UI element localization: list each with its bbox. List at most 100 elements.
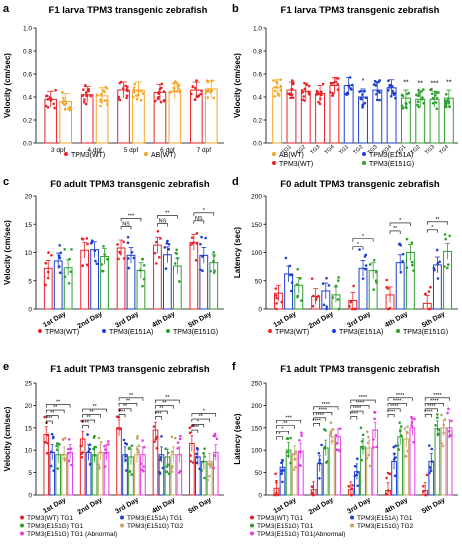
data-point — [443, 233, 447, 236]
data-point — [141, 92, 145, 95]
data-point — [337, 307, 341, 311]
y-tick-label: 0.2 — [253, 118, 262, 125]
data-point — [384, 492, 388, 496]
data-point — [200, 235, 203, 239]
data-point — [92, 436, 96, 439]
data-point — [152, 425, 156, 428]
data-point — [155, 240, 158, 244]
data-point — [85, 263, 89, 267]
data-point — [58, 265, 61, 268]
data-point — [447, 100, 451, 104]
data-point — [430, 447, 434, 451]
data-point — [438, 260, 441, 264]
legend-label: TPM3(WT) — [71, 152, 105, 159]
data-point — [207, 89, 210, 93]
data-point — [430, 87, 433, 91]
data-point — [69, 447, 73, 451]
legend-label: TPM3(E151A) — [339, 329, 383, 336]
data-point — [323, 447, 327, 450]
data-point — [355, 473, 358, 477]
x-tick-label: TG3 — [367, 144, 379, 156]
data-point — [280, 469, 283, 472]
y-tick-label: 100 — [251, 448, 262, 455]
data-point — [116, 243, 119, 246]
data-point — [157, 255, 161, 259]
legend-marker — [64, 152, 68, 156]
data-point — [93, 249, 97, 253]
data-point — [317, 100, 320, 104]
significance-label: * — [362, 234, 365, 240]
data-point — [302, 95, 306, 98]
data-point — [103, 448, 107, 451]
data-point — [299, 277, 302, 280]
significance-bracket — [193, 220, 205, 224]
data-point — [124, 455, 127, 458]
panel-title: F1 adult TPM3 transgenic zebrafish — [50, 364, 210, 375]
y-tick-label: 0.6 — [23, 72, 32, 79]
significance-label: **** — [315, 413, 324, 419]
legend-marker — [120, 515, 124, 520]
data-point — [63, 275, 67, 279]
data-point — [387, 307, 391, 311]
data-point — [140, 462, 143, 466]
data-point — [103, 90, 106, 94]
significance-label: ** — [165, 211, 170, 217]
y-tick-label: 25 — [25, 381, 33, 388]
data-point — [52, 469, 56, 473]
data-point — [351, 484, 354, 487]
data-point — [327, 284, 331, 287]
significance-label: *** — [285, 415, 292, 421]
data-point — [349, 87, 352, 90]
data-point — [372, 446, 375, 449]
data-point — [195, 461, 199, 465]
y-tick-label: 0.4 — [23, 95, 32, 102]
data-point — [95, 93, 99, 97]
x-tick-label: TG1 — [396, 144, 408, 156]
data-point — [440, 413, 443, 417]
legend-label: TPM3(E151G) TG2 — [357, 523, 414, 530]
data-point — [88, 443, 92, 446]
data-point — [356, 470, 360, 474]
data-point — [311, 304, 315, 308]
data-point — [175, 82, 179, 85]
data-point — [410, 424, 414, 427]
data-point — [135, 97, 139, 101]
panel-letter: c — [3, 176, 9, 188]
data-point — [290, 88, 293, 91]
data-point — [128, 470, 132, 473]
data-point — [169, 91, 172, 94]
data-point — [56, 467, 60, 470]
data-point — [405, 266, 409, 269]
data-point — [318, 102, 322, 106]
data-point — [375, 445, 378, 449]
data-point — [209, 464, 212, 468]
data-point — [212, 96, 216, 100]
x-tick-label: TG1 — [338, 144, 350, 156]
data-point — [449, 433, 453, 437]
data-point — [176, 256, 179, 260]
data-point — [46, 276, 50, 280]
x-tick-label: 4th Day — [151, 497, 176, 516]
data-point — [363, 267, 367, 271]
data-point — [299, 464, 302, 468]
data-point — [81, 264, 84, 268]
y-axis-label: Velocity (cm/sec) — [3, 220, 12, 285]
legend-marker — [396, 329, 400, 333]
significance-bracket — [193, 212, 215, 216]
data-point — [133, 82, 136, 86]
data-point — [85, 237, 89, 240]
data-point — [428, 471, 431, 475]
significance-bracket — [155, 416, 162, 420]
data-point — [44, 261, 48, 265]
legend-label: TPM3(WT) TG1 — [257, 515, 303, 522]
data-point — [167, 472, 171, 476]
data-point — [288, 264, 292, 268]
data-point — [132, 256, 136, 260]
significance-label: **** — [353, 406, 362, 412]
x-tick-label: TG3 — [310, 144, 322, 156]
data-point — [175, 89, 179, 93]
data-point — [399, 244, 403, 247]
data-point — [136, 434, 139, 438]
data-point — [436, 413, 439, 416]
panel-b: b F1 larva TPM3 transgenic zebrafish 0.0 0.… — [232, 3, 458, 168]
